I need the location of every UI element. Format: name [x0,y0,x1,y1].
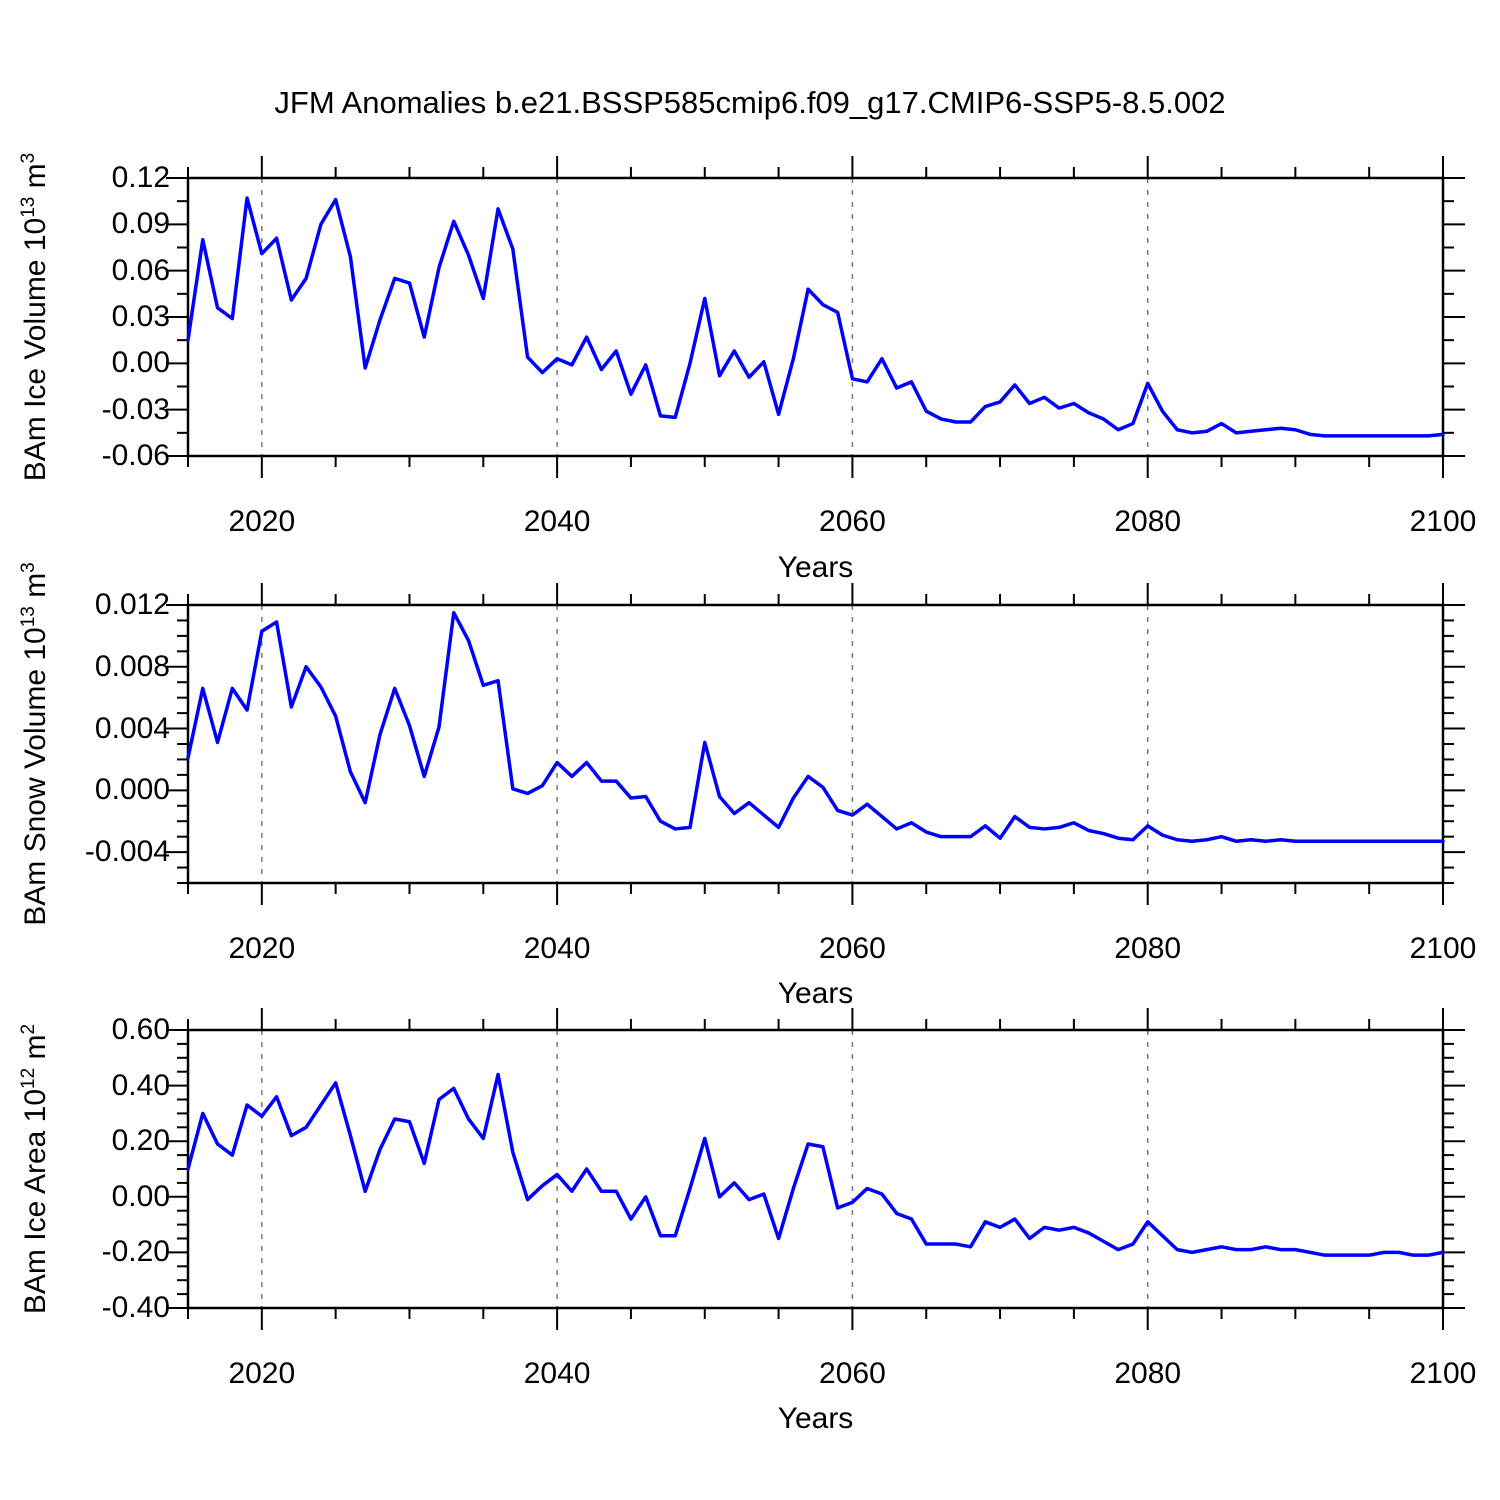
y-tick-label: -0.06 [101,439,170,472]
x-tick-label: 2040 [523,932,591,965]
y-tick-label: 0.000 [94,773,170,807]
y-tick-label: -0.40 [101,1291,170,1324]
x-axis-label-ice-area: Years [777,1402,854,1435]
data-line-bam-ice-area [186,1072,1445,1257]
x-tick-label: 2040 [523,1357,591,1390]
plot-area-ice-volume [166,156,1465,478]
y-tick-label: 0.004 [94,711,170,745]
y-tick-label: 0.00 [111,346,170,380]
figure-title: JFM Anomalies b.e21.BSSP585cmip6.f09_g17… [274,85,1226,120]
x-tick-label: 2100 [1409,1357,1477,1390]
y-tick-label: -0.004 [84,835,170,869]
data-line-bam-ice-volume [186,196,1445,438]
plot-area-ice-area [166,1008,1465,1330]
data-line-bam-snow-volume [186,610,1445,844]
y-tick-label: -0.03 [101,392,170,426]
y-axis-title-unit-exponent: 3 [18,562,39,573]
x-tick-label: 2100 [1409,505,1477,538]
x-axis-label-snow-volume: Years [777,977,854,1010]
x-tick-label: 2080 [1114,932,1182,965]
y-axis-title-ice-area: BAm Ice Area 1012 m2 [16,869,56,1469]
y-tick-label: 0.12 [111,161,170,194]
x-tick-label: 2060 [819,932,886,965]
y-tick-label: 0.20 [111,1124,170,1158]
y-tick-label: 0.008 [94,649,170,683]
x-tick-label: 2060 [819,505,886,538]
x-tick-label: 2080 [1114,1357,1182,1390]
x-tick-label: 2080 [1114,505,1182,538]
x-tick-label: 2020 [228,932,296,965]
y-tick-label: -0.20 [101,1235,170,1269]
plot-area-snow-volume [166,583,1465,905]
x-tick-label: 2020 [228,1357,296,1390]
x-tick-label: 2040 [523,505,591,538]
y-tick-label: 0.00 [111,1179,170,1213]
y-tick-label: 0.40 [111,1068,170,1102]
x-tick-label: 2020 [228,505,296,538]
x-tick-label: 2060 [819,1357,886,1390]
y-tick-label: 0.012 [94,588,170,621]
y-tick-label: 0.60 [111,1013,170,1046]
x-axis-label-ice-volume: Years [777,551,854,584]
x-tick-label: 2100 [1409,932,1477,965]
y-tick-label: 0.03 [111,300,170,333]
y-tick-label: 0.06 [111,253,170,287]
y-tick-label: 0.09 [111,207,170,241]
